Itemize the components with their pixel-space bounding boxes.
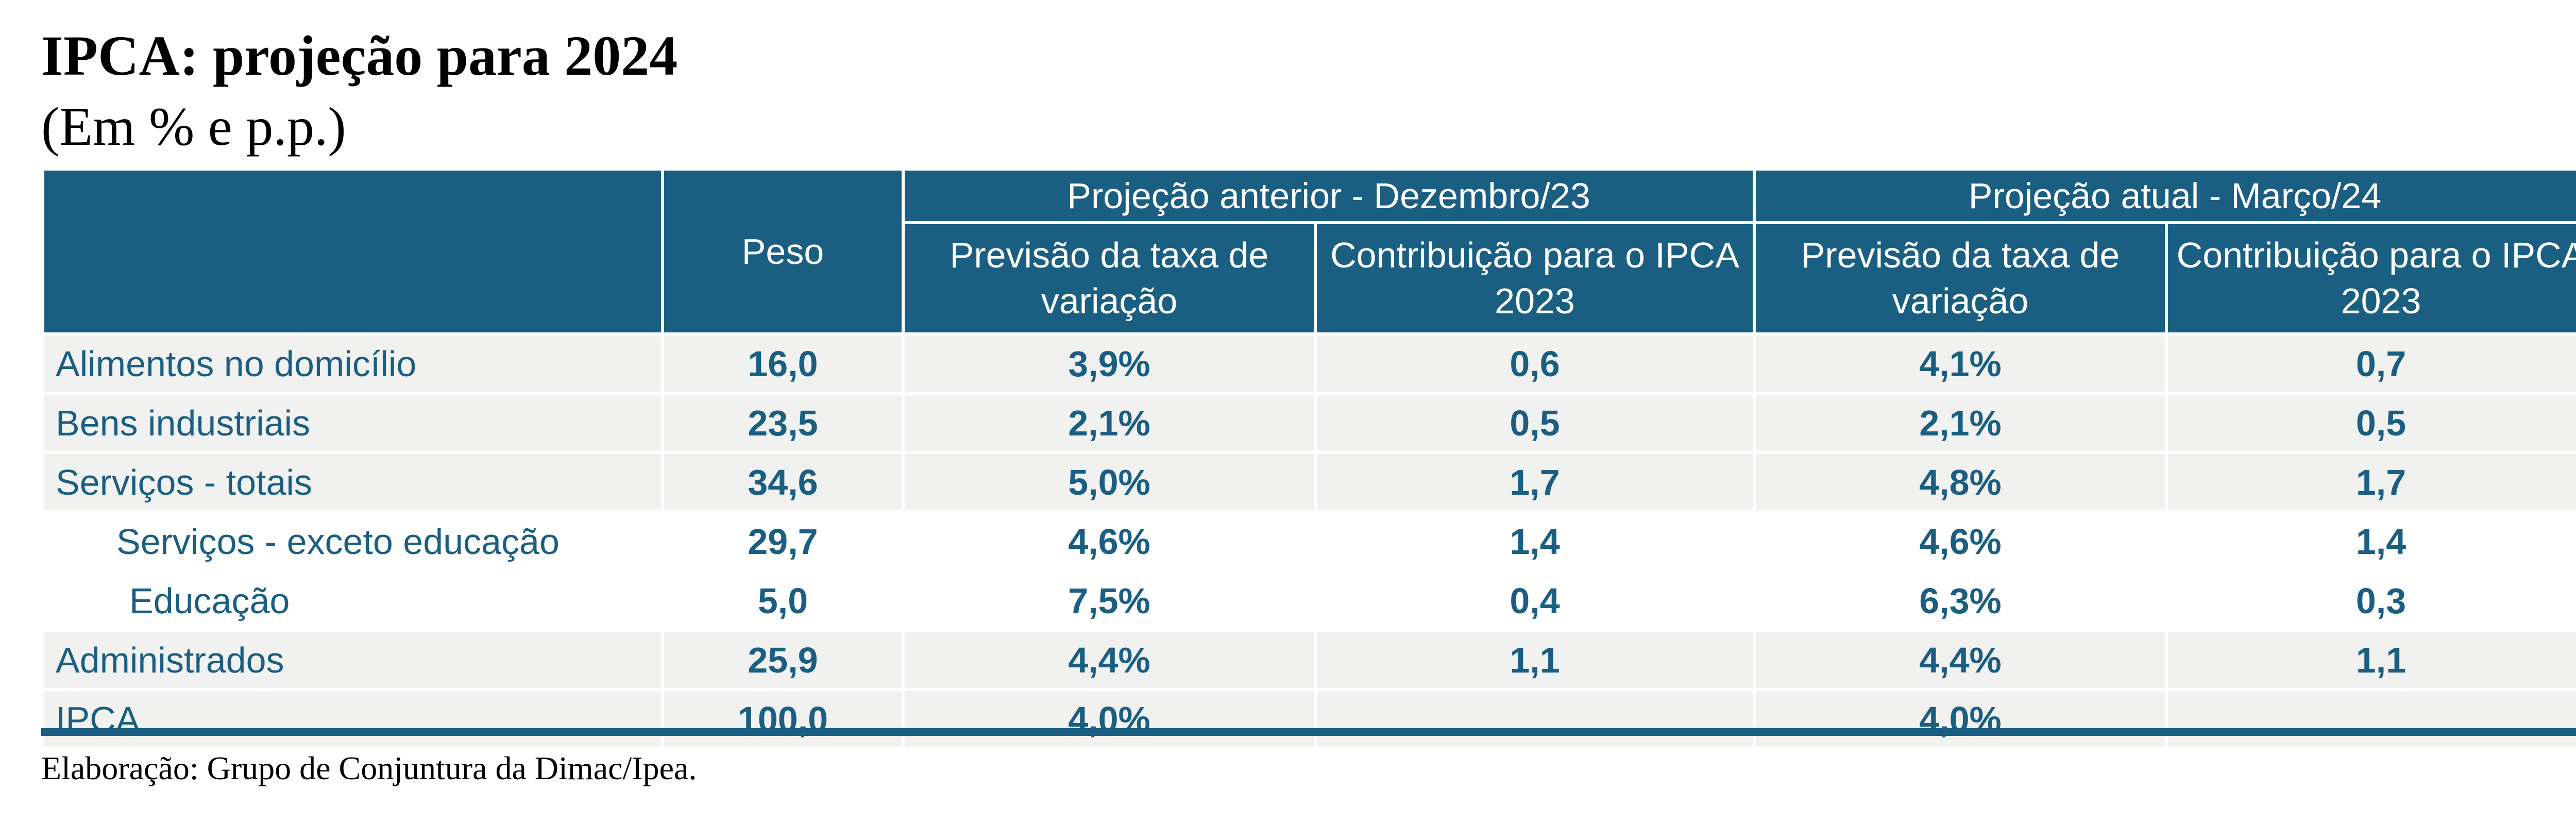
cell-ant-taxa: 4,6%	[902, 510, 1317, 573]
cell-peso: 16,0	[661, 332, 905, 395]
cell-atual-contrib: 1,4	[2165, 510, 2576, 573]
cell-ant-taxa: 2,1%	[902, 392, 1317, 454]
cell-atual-taxa: 2,1%	[1753, 392, 2168, 454]
atual-contrib-column-header: Contribuição para o IPCA 2023	[2165, 221, 2576, 335]
table-row: Serviços - exceto educação 29,7 4,6% 1,4…	[41, 510, 2576, 573]
cell-atual-taxa: 4,1%	[1753, 332, 2168, 395]
cell-atual-contrib: 0,3	[2165, 569, 2576, 632]
column-header-row: Previsão da taxa de variação Contribuiçã…	[43, 221, 2576, 335]
peso-column-header: Peso	[661, 167, 905, 335]
cell-atual-taxa: 4,4%	[1753, 629, 2168, 691]
cell-ant-contrib	[1313, 688, 1756, 750]
row-label: Serviços - exceto educação	[41, 510, 664, 573]
page-subtitle: (Em % e p.p.)	[41, 96, 346, 157]
table-row: Alimentos no domicílio 16,0 3,9% 0,6 4,1…	[41, 332, 2576, 395]
atual-taxa-column-header: Previsão da taxa de variação	[1753, 221, 2168, 335]
cell-atual-taxa: 4,8%	[1753, 451, 2168, 513]
cell-peso: 23,5	[661, 392, 905, 454]
table-row: Educação 5,0 7,5% 0,4 6,3% 0,3	[41, 569, 2576, 632]
cell-peso: 25,9	[661, 629, 905, 691]
cell-peso: 34,6	[661, 451, 905, 513]
cell-atual-contrib	[2165, 688, 2576, 750]
ant-contrib-column-header: Contribuição para o IPCA 2023	[1313, 221, 1756, 335]
cell-peso: 5,0	[661, 569, 905, 632]
table-row: Administrados 25,9 4,4% 1,1 4,4% 1,1	[41, 629, 2576, 691]
row-label: Alimentos no domicílio	[41, 332, 664, 395]
cell-ant-contrib: 1,7	[1313, 451, 1756, 513]
cell-ant-contrib: 1,4	[1313, 510, 1756, 573]
row-label: Bens industriais	[41, 392, 664, 454]
item-column-header	[41, 167, 664, 335]
cell-atual-taxa: 4,0%	[1753, 688, 2168, 750]
cell-atual-taxa: 6,3%	[1753, 569, 2168, 632]
cell-atual-contrib: 0,7	[2165, 332, 2576, 395]
row-label: IPCA	[41, 688, 664, 750]
cell-atual-contrib: 0,5	[2165, 392, 2576, 454]
cell-ant-contrib: 1,1	[1313, 629, 1756, 691]
cell-ant-taxa: 7,5%	[902, 569, 1317, 632]
cell-ant-contrib: 0,5	[1313, 392, 1756, 454]
table-row: IPCA 100,0 4,0% 4,0%	[41, 688, 2576, 750]
cell-ant-taxa: 5,0%	[902, 451, 1317, 513]
cell-ant-taxa: 3,9%	[902, 332, 1317, 395]
table-bottom-rule	[41, 728, 2576, 736]
row-label: Serviços - totais	[41, 451, 664, 513]
table-row: Bens industriais 23,5 2,1% 0,5 2,1% 0,5	[41, 392, 2576, 454]
cell-ant-contrib: 0,4	[1313, 569, 1756, 632]
cell-ant-taxa: 4,0%	[902, 688, 1317, 750]
page-title: IPCA: projeção para 2024	[41, 24, 678, 87]
ipca-projection-table: Peso Projeção anterior - Dezembro/23 Pro…	[41, 167, 2576, 750]
source-note: Elaboração: Grupo de Conjuntura da Dimac…	[41, 750, 697, 786]
cell-peso: 100,0	[661, 688, 905, 750]
row-label: Educação	[41, 569, 664, 632]
group-header-projecao-anterior: Projeção anterior - Dezembro/23	[901, 167, 1756, 224]
cell-ant-taxa: 4,4%	[902, 629, 1317, 691]
group-header-row: Peso Projeção anterior - Dezembro/23 Pro…	[41, 167, 2576, 335]
table-row: Serviços - totais 34,6 5,0% 1,7 4,8% 1,7	[41, 451, 2576, 513]
cell-atual-taxa: 4,6%	[1753, 510, 2168, 573]
cell-atual-contrib: 1,1	[2165, 629, 2576, 691]
cell-peso: 29,7	[661, 510, 905, 573]
cell-ant-contrib: 0,6	[1313, 332, 1756, 395]
row-label: Administrados	[41, 629, 664, 691]
group-header-projecao-atual: Projeção atual - Março/24	[1753, 167, 2576, 224]
cell-atual-contrib: 1,7	[2165, 451, 2576, 513]
ant-taxa-column-header: Previsão da taxa de variação	[902, 221, 1317, 335]
